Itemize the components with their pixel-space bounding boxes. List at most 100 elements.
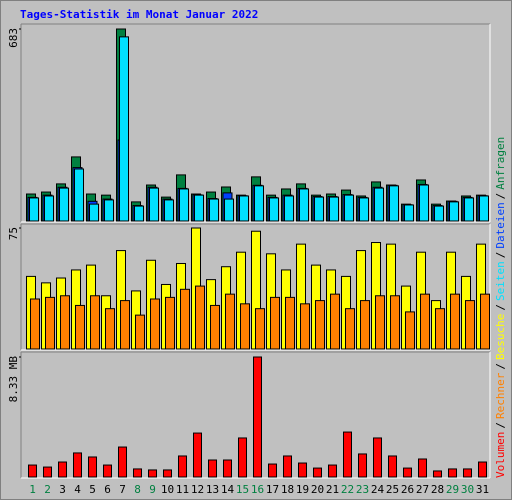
- bar: [389, 185, 399, 222]
- bar: [270, 296, 280, 350]
- bar: [254, 185, 264, 222]
- legend-separator: /: [494, 193, 507, 200]
- x-tick-label: 17: [266, 483, 279, 496]
- y-tick-label: 75: [7, 227, 20, 240]
- bar: [285, 296, 295, 350]
- bar: [148, 469, 157, 478]
- bar: [135, 314, 145, 350]
- bar: [284, 195, 294, 222]
- bar: [255, 308, 265, 350]
- bar: [238, 437, 247, 478]
- y-tick-label: 683: [7, 28, 20, 48]
- bar: [180, 288, 190, 350]
- legend-entry: Besuche: [494, 314, 507, 360]
- bar: [343, 431, 352, 478]
- x-tick-label: 10: [161, 483, 174, 496]
- bar: [29, 197, 39, 222]
- bar: [329, 196, 339, 222]
- bar: [299, 188, 309, 222]
- x-tick-label: 6: [104, 483, 111, 496]
- legend-entry: Volumen: [494, 432, 507, 478]
- bar: [419, 184, 429, 222]
- bar: [73, 452, 82, 478]
- bar: [390, 295, 400, 350]
- bar: [43, 466, 52, 478]
- bar: [178, 455, 187, 478]
- bar: [30, 298, 40, 350]
- x-tick-label: 29: [446, 483, 459, 496]
- bar: [134, 205, 144, 222]
- legend-separator: /: [494, 304, 507, 311]
- x-tick-label: 27: [416, 483, 429, 496]
- bar: [433, 470, 442, 478]
- bar: [209, 198, 219, 222]
- legend-separator: /: [494, 252, 507, 259]
- x-tick-label: 22: [341, 483, 354, 496]
- bar: [450, 293, 460, 350]
- bar: [208, 459, 217, 478]
- bar: [314, 196, 324, 222]
- y-tick-label: 8.33 MB: [7, 356, 20, 403]
- bar: [60, 295, 70, 350]
- bar: [418, 458, 427, 478]
- legend-entry: Seiten: [494, 261, 507, 301]
- bar: [75, 304, 85, 350]
- legend-entry: Dateien: [494, 202, 507, 248]
- x-tick-label: 12: [191, 483, 204, 496]
- bar: [165, 296, 175, 350]
- x-tick-label: 20: [311, 483, 324, 496]
- legend-separator: /: [494, 363, 507, 370]
- bar: [239, 195, 249, 222]
- bar: [44, 195, 54, 222]
- bar: [315, 300, 325, 350]
- bar: [74, 168, 84, 222]
- bar: [435, 308, 445, 350]
- bar: [360, 300, 370, 350]
- bar: [104, 199, 114, 222]
- x-tick-label: 15: [236, 483, 249, 496]
- bar: [90, 295, 100, 350]
- bar: [225, 293, 235, 350]
- bar: [253, 356, 262, 478]
- x-tick-label: 25: [386, 483, 399, 496]
- x-tick-label: 24: [371, 483, 385, 496]
- bar: [45, 296, 55, 350]
- bar: [179, 188, 189, 222]
- bar: [300, 303, 310, 350]
- legend-entry: Rechner: [494, 372, 507, 419]
- bar: [373, 437, 382, 478]
- bar: [448, 468, 457, 478]
- bar: [330, 293, 340, 350]
- bar: [374, 187, 384, 222]
- bar: [269, 197, 279, 222]
- x-tick-label: 11: [176, 483, 189, 496]
- x-tick-label: 8: [134, 483, 141, 496]
- bar: [403, 467, 412, 478]
- x-tick-label: 21: [326, 483, 339, 496]
- x-tick-label: 1: [29, 483, 36, 496]
- bar: [194, 194, 204, 222]
- x-tick-label: 5: [89, 483, 96, 496]
- bar: [195, 285, 205, 350]
- bar: [463, 468, 472, 478]
- bar: [313, 467, 322, 478]
- x-tick-label: 7: [119, 483, 126, 496]
- x-tick-label: 3: [59, 483, 66, 496]
- bar: [59, 187, 69, 222]
- bar: [103, 464, 112, 478]
- bar: [420, 293, 430, 350]
- bar: [449, 201, 459, 222]
- legend-entry: Anfragen: [494, 137, 507, 190]
- x-tick-label: 18: [281, 483, 294, 496]
- bar: [118, 446, 127, 478]
- bar: [58, 461, 67, 478]
- bar: [268, 463, 277, 478]
- bar: [28, 464, 37, 478]
- bar: [434, 205, 444, 222]
- x-tick-label: 13: [206, 483, 219, 496]
- bar: [163, 469, 172, 478]
- x-tick-label: 23: [356, 483, 369, 496]
- bar: [133, 468, 142, 478]
